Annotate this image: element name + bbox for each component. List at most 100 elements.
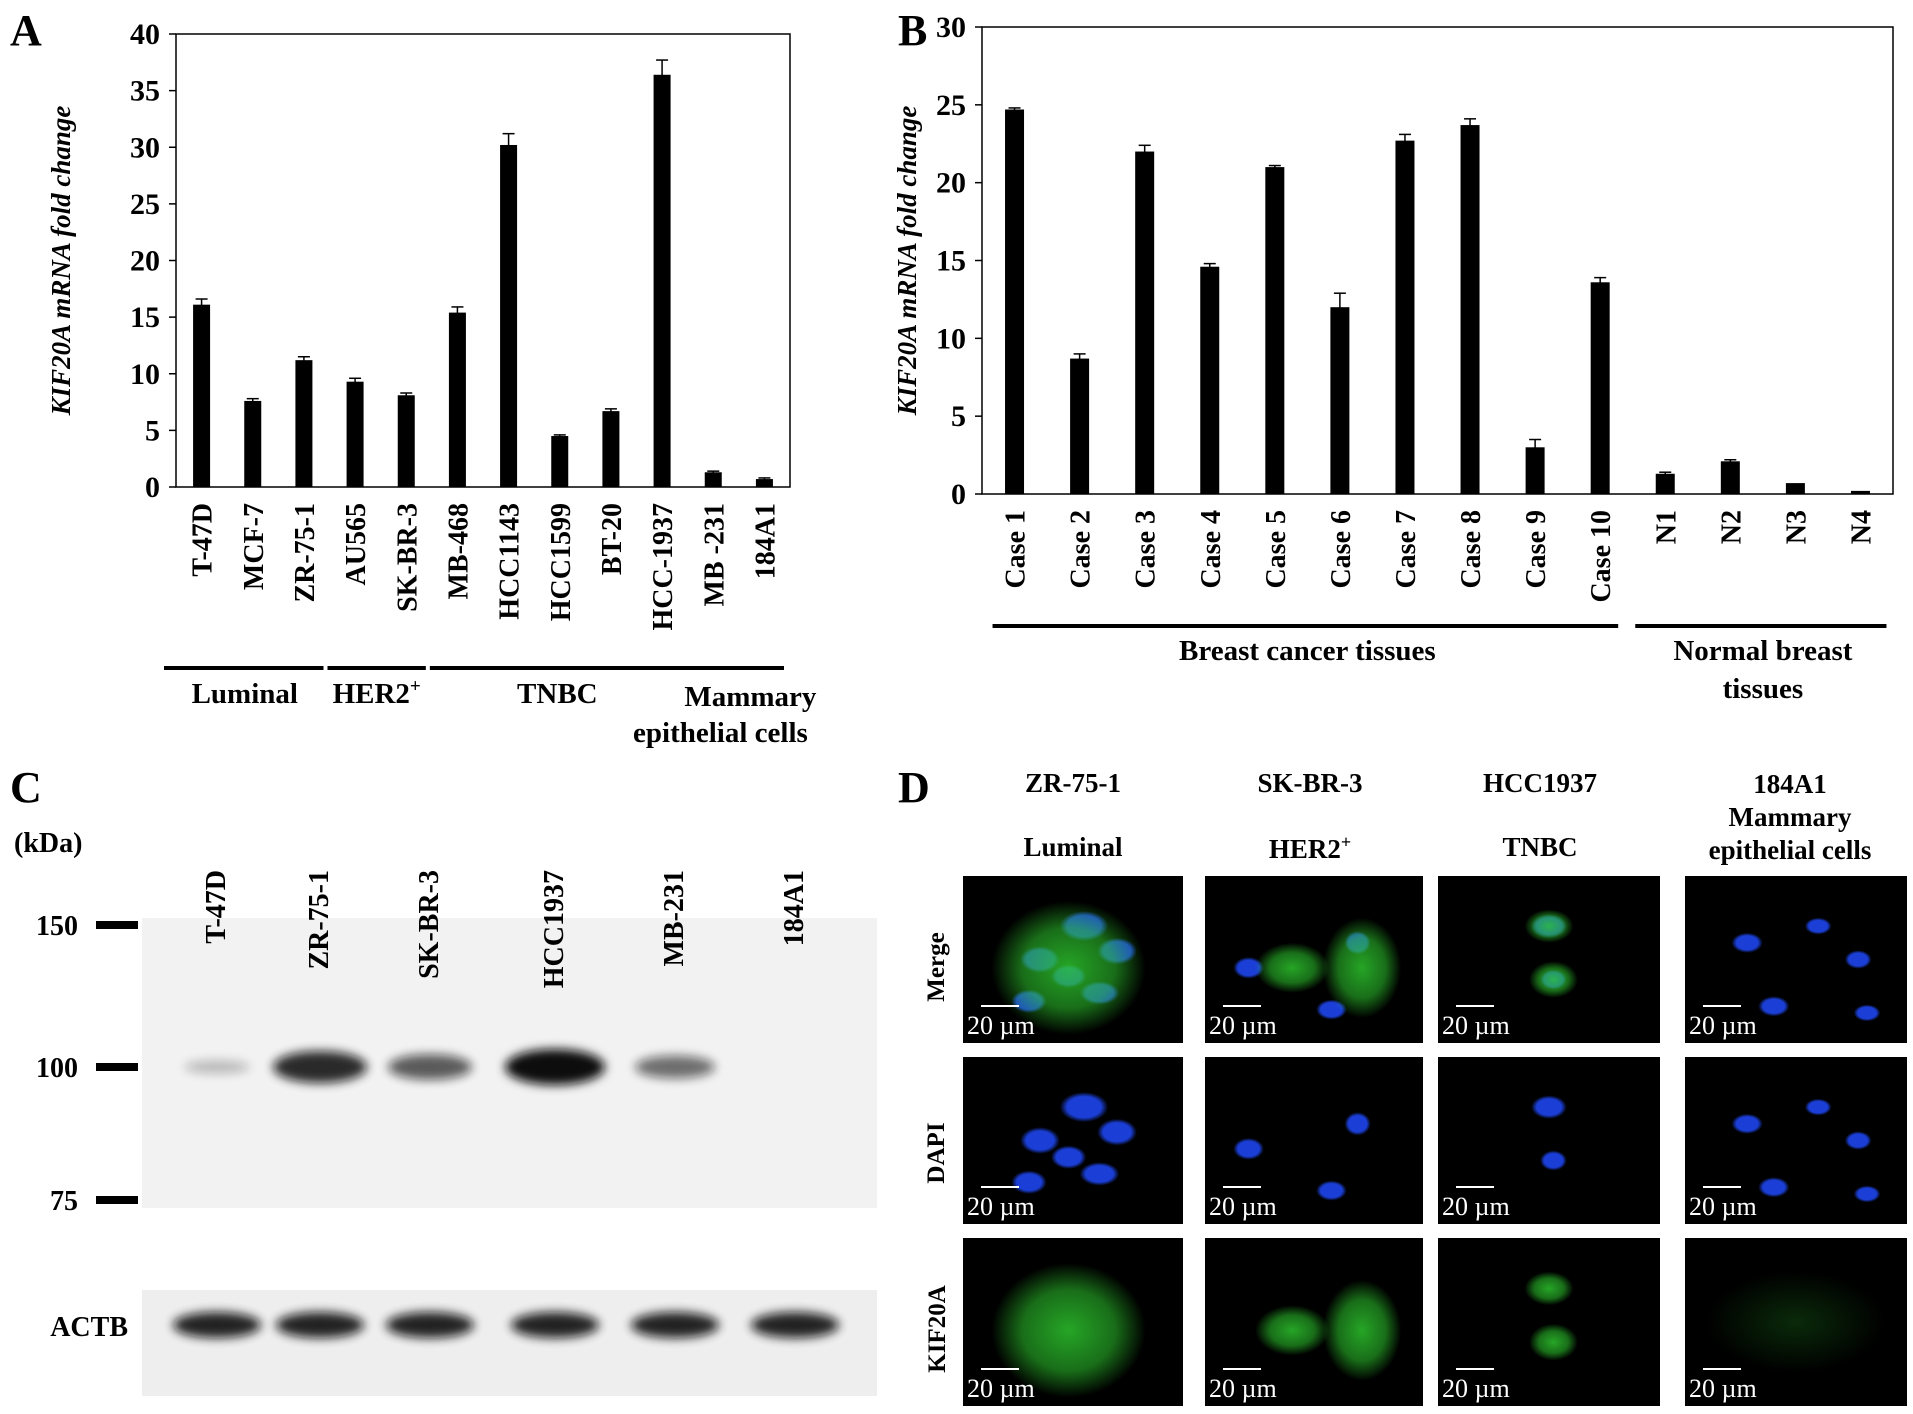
y-tick-label: 10 [130, 358, 160, 391]
band-actb [631, 1312, 719, 1338]
group-label-tnbc: TNBC [517, 678, 598, 710]
bar-case-3 [1135, 151, 1155, 495]
bar-au565 [346, 381, 364, 487]
scale-label: 20 µm [1442, 1011, 1510, 1040]
lane-label: ZR-75-1 [304, 870, 335, 970]
scale-label: 20 µm [1689, 1374, 1757, 1403]
band-actb [276, 1312, 364, 1338]
x-tick-label: Case 3 [1131, 510, 1162, 589]
micrograph-dapi-col4: 20 µm [1685, 1057, 1907, 1224]
d-col2-subtype: HER2 [1268, 834, 1341, 864]
x-tick-label: Case 10 [1586, 510, 1617, 603]
group-label-cancer: Breast cancer tissues [1179, 635, 1436, 667]
bar-case-9 [1525, 447, 1545, 494]
micrograph-merge-col3: 20 µm [1438, 876, 1660, 1043]
x-tick-label: ZR-75-1 [290, 503, 321, 603]
x-tick-label: Case 4 [1196, 510, 1227, 589]
d-col2-name: SK-BR-3 [1257, 768, 1363, 798]
x-tick-label: Case 5 [1261, 510, 1292, 589]
d-col2-sup: + [1340, 832, 1352, 852]
band-kif20a [505, 1049, 605, 1085]
bar-case-2 [1070, 358, 1090, 494]
scale-bar [981, 1005, 1019, 1007]
x-tick-label: N1 [1651, 510, 1682, 544]
micrograph-dapi-col3: 20 µm [1438, 1057, 1660, 1224]
bar-bt-20 [602, 411, 620, 487]
x-tick-label: Case 1 [1001, 510, 1032, 589]
y-tick-label: 30 [130, 131, 160, 164]
scale-label: 20 µm [967, 1374, 1035, 1403]
d-row-dapi: DAPI [923, 1122, 950, 1184]
bar-case-4 [1200, 266, 1220, 494]
scale-label: 20 µm [1209, 1011, 1277, 1040]
panel-a-chart: 0 5 10 15 20 25 30 35 40 KIF20A mRNA fold change T… [46, 18, 817, 749]
bar-zr-75-1 [295, 360, 313, 487]
x-tick-label: N3 [1781, 510, 1812, 544]
y-tick-label: 5 [951, 400, 966, 433]
x-tick-label: MB-468 [443, 503, 474, 599]
micrograph-kif20a-col3: 20 µm [1438, 1238, 1660, 1406]
micrograph-merge-col4: 20 µm [1685, 876, 1907, 1043]
bar-case-8 [1460, 125, 1480, 494]
bar-mcf-7 [244, 400, 262, 487]
band-actb [173, 1312, 261, 1338]
x-tick-label: N4 [1846, 510, 1877, 544]
group-label-her2: HER2+ [333, 676, 421, 710]
micrograph-dapi-col2: 20 µm [1205, 1057, 1423, 1224]
x-tick-label: 184A1 [750, 503, 781, 579]
y-axis-label: KIF20A mRNA fold change [892, 106, 922, 417]
scale-bar [1223, 1368, 1261, 1370]
micrograph-kif20a-col4: 20 µm [1685, 1238, 1907, 1406]
scale-bar [1456, 1186, 1494, 1188]
micrograph-kif20a-col1: 20 µm [963, 1238, 1183, 1406]
d-col4-line3: epithelial cells [1708, 835, 1872, 865]
scale-bar [1703, 1186, 1741, 1188]
bar-hcc1599 [551, 436, 569, 487]
scale-bar [1456, 1005, 1494, 1007]
d-row-merge: Merge [923, 932, 950, 1002]
bar-184a1 [755, 479, 773, 487]
x-tick-label: Case 2 [1066, 510, 1097, 589]
kda-label: (kDa) [14, 828, 83, 859]
scale-label: 20 µm [1689, 1011, 1757, 1040]
lane-label: 184A1 [779, 870, 810, 946]
band-actb [511, 1312, 599, 1338]
scale-bar [1703, 1005, 1741, 1007]
marker-150: 150 [36, 911, 78, 942]
x-tick-label: HCC1143 [495, 503, 526, 620]
group-label-her2-sup: + [410, 676, 421, 697]
lane-label: SK-BR-3 [414, 870, 445, 979]
scale-bar [981, 1186, 1019, 1188]
x-tick-label: AU565 [341, 503, 372, 585]
band-kif20a [273, 1050, 367, 1084]
d-row-kif20a: KIF20A [924, 1285, 951, 1373]
band-kif20a [635, 1055, 715, 1079]
lane-label: MB-231 [659, 870, 690, 966]
d-col4-line2: Mammary [1728, 802, 1852, 832]
scale-label: 20 µm [1209, 1192, 1277, 1221]
x-tick-label: N2 [1716, 510, 1747, 544]
scale-bar [1703, 1368, 1741, 1370]
x-tick-label: HCC1599 [546, 503, 577, 621]
scale-bar [981, 1368, 1019, 1370]
plot-frame [175, 33, 791, 488]
y-tick-label: 0 [951, 478, 966, 511]
bar-n1 [1655, 473, 1675, 494]
panel-c-western-blot: T-47D ZR-75-1 SK-BR-3 HCC1937 MB-231 184A1 150… [36, 870, 877, 1396]
x-tick-label: MB -231 [699, 503, 730, 606]
d-col1-subtype: Luminal [1023, 832, 1123, 862]
band-actb [386, 1312, 474, 1338]
scale-label: 20 µm [1442, 1374, 1510, 1403]
bar-case-6 [1330, 307, 1350, 494]
group-label-normal-1: Normal breast [1673, 635, 1852, 667]
y-tick-label: 20 [130, 245, 160, 278]
d-col2-subtype-wrap: HER2+ [1200, 832, 1420, 865]
marker-tick [96, 1063, 138, 1071]
micrograph-merge-col2: 20 µm [1205, 876, 1423, 1043]
scale-label: 20 µm [1442, 1192, 1510, 1221]
plot-frame [981, 26, 1894, 495]
y-tick-label: 25 [936, 89, 966, 122]
bar-n2 [1720, 461, 1740, 494]
y-tick-label: 10 [936, 322, 966, 355]
y-tick-label: 35 [130, 75, 160, 108]
